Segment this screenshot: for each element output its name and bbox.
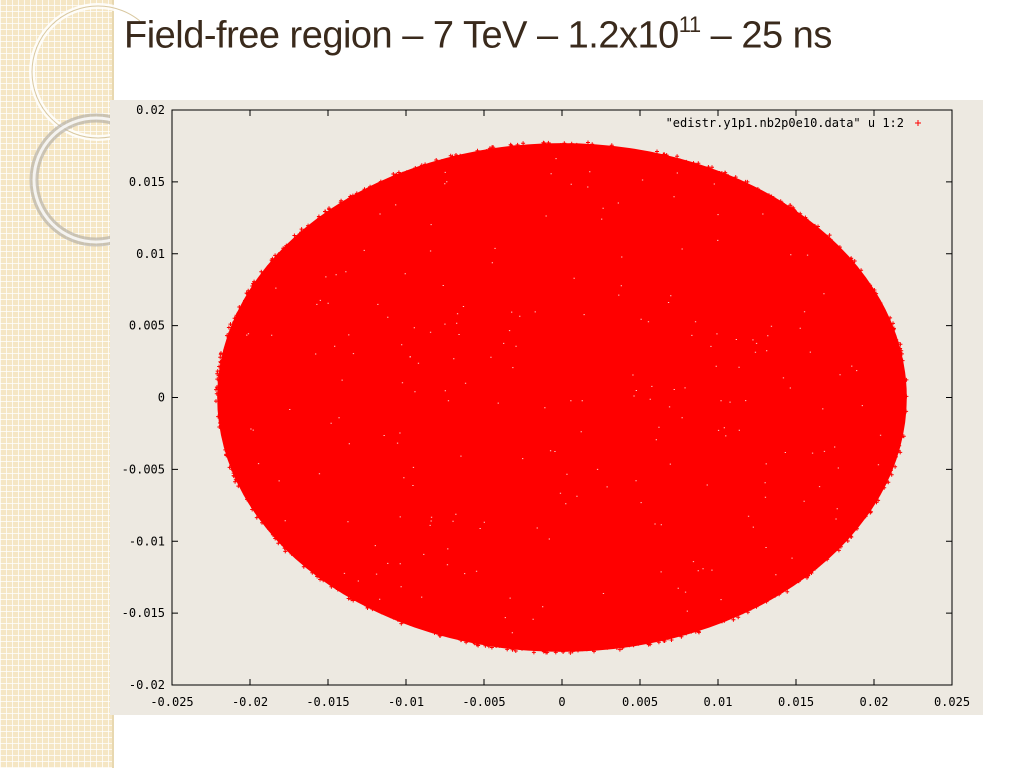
slide-title-exponent: 11: [678, 12, 701, 37]
x-tick-label: 0.02: [860, 695, 889, 709]
x-tick-label: 0.015: [778, 695, 814, 709]
y-tick-label: 0.005: [129, 319, 165, 333]
x-tick-label: 0.005: [622, 695, 658, 709]
x-tick-label: -0.005: [462, 695, 505, 709]
y-tick-label: 0: [158, 391, 165, 405]
slide-title: Field-free region – 7 TeV – 1.2x1011 – 2…: [124, 12, 833, 58]
x-tick-label: -0.015: [306, 695, 349, 709]
legend-label: "edistr.y1p1.nb2p0e10.data" u 1:2: [666, 116, 904, 130]
y-tick-label: -0.005: [122, 462, 165, 476]
slide-title-main: Field-free region – 7 TeV – 1.2x10: [124, 14, 679, 57]
y-tick-label: 0.01: [136, 247, 165, 261]
legend-marker: [915, 120, 921, 126]
x-tick-label: 0.025: [934, 695, 970, 709]
scatter-point-markers: [214, 140, 909, 655]
x-tick-label: -0.025: [150, 695, 193, 709]
y-tick-label: -0.015: [122, 606, 165, 620]
x-tick-label: -0.02: [232, 695, 268, 709]
scatter-gaps: [246, 158, 882, 634]
scatter-density-fill: [217, 143, 907, 652]
x-axis: -0.025 -0.02 -0.015 -0.01 -0.005 0 0.005 0.01 0.…: [150, 110, 970, 709]
chart-panel: -0.025 -0.02 -0.015 -0.01 -0.005 0 0.005 0.01 0.…: [110, 100, 983, 715]
y-tick-label: -0.02: [129, 678, 165, 692]
decorative-ring-bottom-highlight: [32, 116, 140, 244]
y-tick-label: 0.02: [136, 103, 165, 117]
slide-title-tail: – 25 ns: [700, 14, 833, 57]
decorative-ring-top-edge: [31, 5, 140, 139]
y-axis: -0.02 -0.015 -0.01 -0.005 0 0.005 0.01 0.015 0.0…: [122, 103, 952, 692]
x-tick-label: 0: [558, 695, 565, 709]
y-tick-label: 0.015: [129, 175, 165, 189]
scatter-chart: -0.025 -0.02 -0.015 -0.01 -0.005 0 0.005 0.01 0.…: [122, 103, 970, 709]
scatter-points: [214, 140, 909, 655]
x-tick-label: -0.01: [388, 695, 424, 709]
y-tick-label: -0.01: [129, 534, 165, 548]
x-tick-label: 0.01: [704, 695, 733, 709]
decorative-rings: [29, 3, 140, 247]
